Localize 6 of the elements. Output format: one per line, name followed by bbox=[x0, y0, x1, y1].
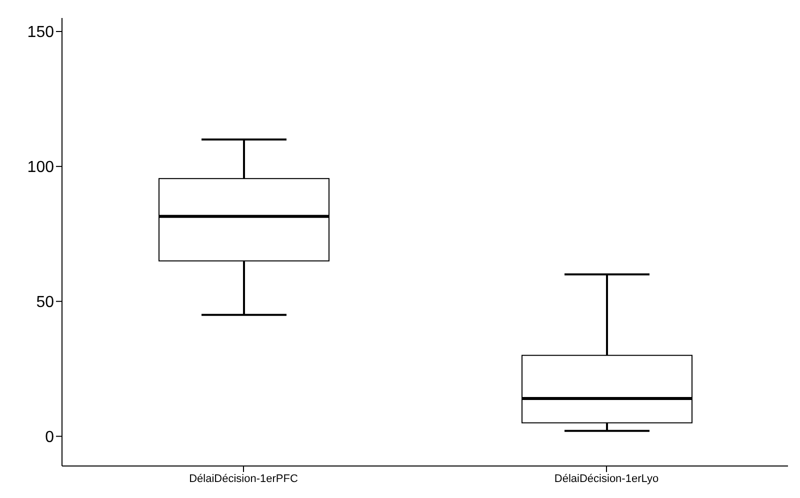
x-tick-label: DélaiDécision-1erPFC bbox=[189, 472, 298, 485]
x-tick-label: DélaiDécision-1erLyo bbox=[554, 472, 659, 485]
y-tick-label: 150 bbox=[27, 24, 54, 42]
y-tick-label: 0 bbox=[45, 428, 54, 446]
y-tick-label: 100 bbox=[27, 159, 54, 176]
y-tick-label: 50 bbox=[36, 294, 54, 312]
